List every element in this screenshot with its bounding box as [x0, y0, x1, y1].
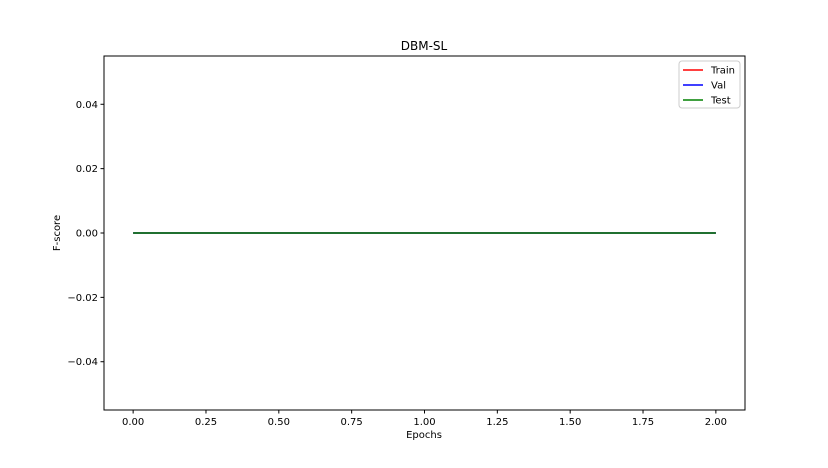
x-tick-label: 1.25: [486, 417, 508, 428]
x-tick-label: 0.50: [268, 417, 290, 428]
legend-label-test: Test: [710, 96, 731, 107]
x-tick-label: 1.75: [632, 417, 654, 428]
y-axis-label: F-score: [52, 215, 63, 251]
x-tick-label: 0.75: [341, 417, 363, 428]
x-tick-label: 2.00: [705, 417, 727, 428]
x-tick-label: 0.25: [195, 417, 217, 428]
legend: Train Val Test: [678, 60, 741, 109]
x-axis-ticks: 0.00 0.25 0.50 0.75 1.00 1.25 1.50 1.75 2.00: [122, 410, 727, 428]
x-tick-label: 0.00: [122, 417, 144, 428]
x-axis-label: Epochs: [406, 430, 442, 441]
legend-label-val: Val: [711, 81, 726, 92]
y-tick-label: 0.00: [76, 229, 98, 240]
chart-title: DBM-SL: [401, 39, 448, 53]
legend-box: [678, 60, 741, 109]
y-tick-label: 0.04: [76, 100, 98, 111]
y-axis-ticks: −0.04 −0.02 0.00 0.02 0.04: [67, 100, 104, 368]
x-tick-label: 1.50: [559, 417, 581, 428]
x-tick-label: 1.00: [413, 417, 435, 428]
y-tick-label: −0.04: [67, 357, 98, 368]
y-tick-label: 0.02: [76, 164, 98, 175]
y-tick-label: −0.02: [67, 293, 98, 304]
legend-label-train: Train: [710, 66, 735, 77]
